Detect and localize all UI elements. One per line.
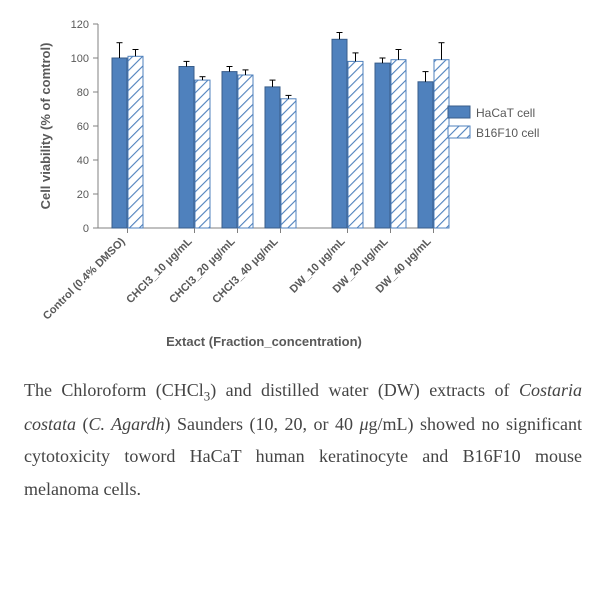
chart-container: 0 20 40 60 80 100 120 Cell viability (% of comt… (0, 0, 606, 360)
bar (375, 63, 390, 228)
bar (179, 67, 194, 229)
svg-text:Extact (Fraction_concentration: Extact (Fraction_concentration) (166, 334, 362, 349)
legend-swatch (448, 126, 470, 138)
bar (222, 72, 237, 228)
bar (238, 75, 253, 228)
svg-text:40: 40 (77, 155, 89, 167)
svg-text:20: 20 (77, 189, 89, 201)
bar (112, 58, 127, 228)
svg-text:80: 80 (77, 87, 89, 99)
bar (348, 61, 363, 228)
legend-label: HaCaT cell (476, 106, 535, 120)
bar (434, 60, 449, 228)
bar (391, 60, 406, 228)
bar (265, 87, 280, 228)
svg-text:100: 100 (71, 53, 89, 65)
legend-label: B16F10 cell (476, 126, 539, 140)
bar (195, 80, 210, 228)
bar (281, 99, 296, 228)
bar (418, 82, 433, 228)
svg-text:Cell viability (% of comtrol): Cell viability (% of comtrol) (38, 43, 53, 210)
bar (128, 56, 143, 228)
bar (332, 39, 347, 228)
svg-text:0: 0 (83, 223, 89, 235)
svg-text:60: 60 (77, 121, 89, 133)
svg-text:Control (0.4% DMSO): Control (0.4% DMSO) (41, 235, 128, 322)
svg-text:120: 120 (71, 19, 89, 31)
figure-caption: The Chloroform (CHCl3) and distilled wat… (0, 360, 606, 523)
legend-swatch (448, 106, 470, 118)
bar-chart: 0 20 40 60 80 100 120 Cell viability (% of comt… (10, 10, 596, 360)
